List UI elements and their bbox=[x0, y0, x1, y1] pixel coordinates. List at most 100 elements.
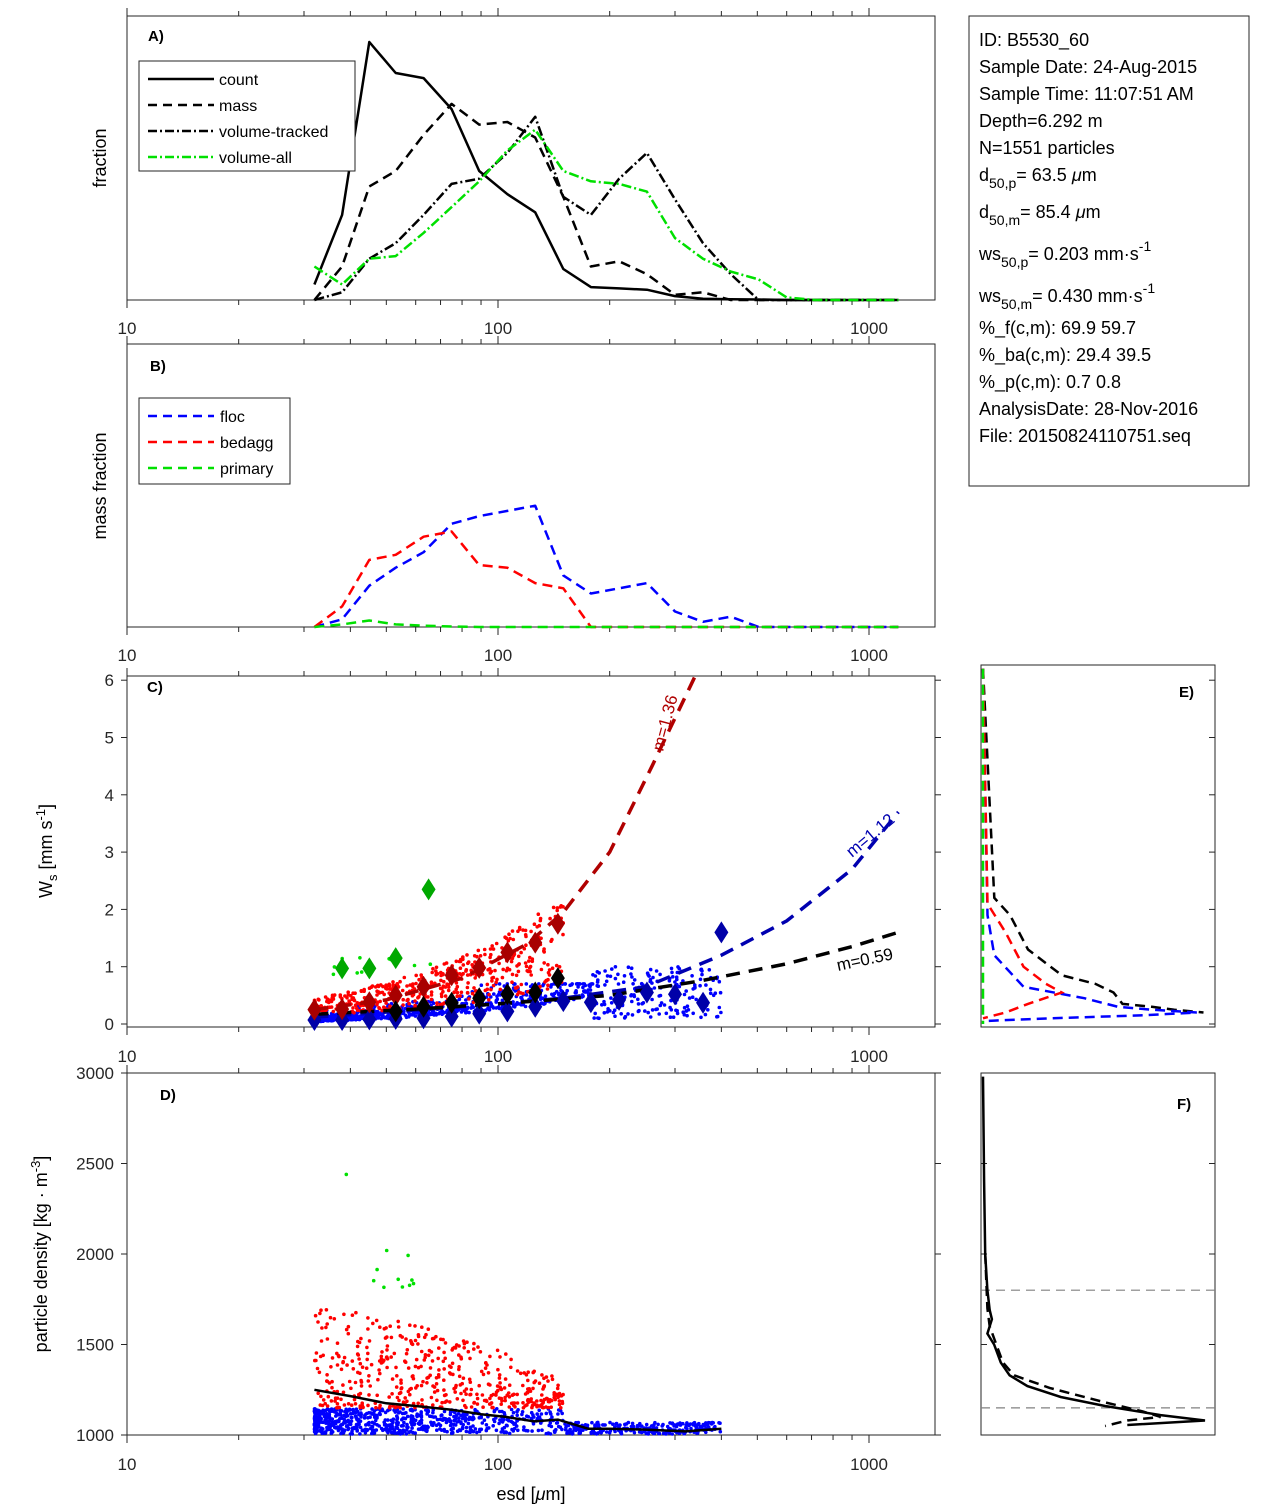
scatter-point-floc bbox=[370, 1431, 374, 1436]
x-tick-label: 10 bbox=[118, 1455, 137, 1474]
panel-c-ylabel: Ws [mm s-1] bbox=[33, 804, 60, 898]
scatter-point-floc bbox=[718, 1429, 723, 1434]
scatter-point-floc bbox=[413, 1431, 418, 1435]
scatter-point-bedagg bbox=[359, 989, 364, 993]
scatter-point-floc bbox=[364, 1423, 368, 1427]
scatter-point-bedagg bbox=[405, 998, 409, 1003]
scatter-point-floc bbox=[717, 979, 722, 984]
scatter-point-bedagg bbox=[319, 1339, 324, 1343]
scatter-point-floc bbox=[525, 1414, 529, 1418]
scatter-point-floc bbox=[405, 1422, 409, 1427]
scatter-point-bedagg bbox=[541, 1401, 545, 1405]
info-line: File: 20150824110751.seq bbox=[979, 426, 1191, 446]
scatter-point-bedagg bbox=[523, 933, 528, 937]
scatter-point-floc bbox=[431, 1010, 436, 1014]
scatter-point-bedagg bbox=[452, 1386, 456, 1391]
scatter-point-bedagg bbox=[377, 1006, 382, 1011]
scatter-point-bedagg bbox=[318, 1311, 322, 1316]
scatter-point-floc bbox=[350, 1426, 355, 1430]
scatter-point-floc bbox=[531, 1422, 536, 1426]
scatter-point-floc bbox=[416, 1427, 421, 1431]
scatter-point-floc bbox=[480, 1421, 485, 1425]
scatter-point-bedagg bbox=[399, 1381, 403, 1385]
panel-a-legend: count mass volume-tracked volume-all bbox=[138, 60, 356, 172]
legend-label-count: count bbox=[219, 72, 259, 89]
scatter-point-floc bbox=[611, 1010, 616, 1015]
scatter-point-floc bbox=[529, 1410, 534, 1415]
scatter-point-floc bbox=[348, 1412, 353, 1416]
scatter-point-floc bbox=[611, 1422, 615, 1426]
x-tick-label: 1000 bbox=[850, 646, 888, 665]
scatter-point-bedagg bbox=[434, 1382, 439, 1386]
scatter-point-bedagg bbox=[554, 963, 559, 968]
legend-label-bedagg: bedagg bbox=[220, 435, 273, 452]
scatter-point-floc bbox=[466, 1421, 471, 1426]
scatter-point-floc bbox=[357, 1016, 362, 1021]
scatter-point-bedagg bbox=[455, 994, 460, 998]
scatter-point-bedagg bbox=[533, 1402, 537, 1407]
scatter-point-floc bbox=[511, 1410, 516, 1415]
scatter-point-floc bbox=[539, 1412, 544, 1416]
scatter-point-bedagg bbox=[344, 1327, 349, 1332]
scatter-point-bedagg bbox=[524, 1373, 529, 1377]
scatter-point-floc bbox=[590, 1420, 594, 1425]
scatter-point-bedagg bbox=[355, 1008, 360, 1013]
scatter-point-bedagg bbox=[367, 1374, 371, 1378]
scatter-point-bedagg bbox=[388, 1004, 392, 1008]
scatter-point-floc bbox=[695, 1431, 700, 1435]
scatter-point-floc bbox=[445, 1429, 449, 1434]
scatter-point-bedagg bbox=[422, 1335, 427, 1340]
scatter-point-floc bbox=[630, 975, 634, 979]
scatter-point-bedagg bbox=[446, 988, 451, 993]
mean-marker-all bbox=[500, 983, 515, 1006]
scatter-point-floc bbox=[632, 994, 637, 999]
scatter-point-bedagg bbox=[411, 1374, 415, 1378]
scatter-point-bedagg bbox=[327, 1381, 332, 1385]
scatter-point-floc bbox=[553, 1429, 557, 1434]
scatter-point-bedagg bbox=[351, 991, 355, 995]
scatter-point-bedagg bbox=[557, 965, 562, 969]
scatter-point-floc bbox=[603, 983, 607, 987]
scatter-point-bedagg bbox=[537, 1381, 542, 1385]
scatter-point-bedagg bbox=[416, 1334, 421, 1339]
mean-marker-bedagg bbox=[500, 941, 515, 964]
scatter-point-floc bbox=[646, 1432, 650, 1436]
scatter-point-floc bbox=[330, 1420, 335, 1424]
scatter-point-bedagg bbox=[467, 1377, 472, 1382]
scatter-point-floc bbox=[409, 1414, 414, 1418]
scatter-point-bedagg bbox=[457, 1365, 461, 1369]
scatter-point-primary bbox=[406, 1253, 410, 1258]
scatter-point-bedagg bbox=[368, 1384, 373, 1388]
scatter-point-bedagg bbox=[364, 1366, 369, 1370]
scatter-point-floc bbox=[447, 1417, 452, 1421]
scatter-point-bedagg bbox=[403, 1359, 407, 1363]
scatter-point-bedagg bbox=[486, 1371, 491, 1375]
scatter-point-bedagg bbox=[556, 1383, 560, 1388]
scatter-point-bedagg bbox=[540, 1373, 544, 1377]
scatter-point-bedagg bbox=[510, 980, 514, 984]
scatter-point-bedagg bbox=[496, 1367, 500, 1372]
scatter-point-bedagg bbox=[385, 1348, 389, 1352]
scatter-point-floc bbox=[589, 1431, 594, 1436]
scatter-point-bedagg bbox=[431, 1403, 435, 1407]
ylabel-sup: -1 bbox=[33, 809, 48, 821]
scatter-point-floc bbox=[366, 1416, 370, 1420]
scatter-point-floc bbox=[684, 989, 688, 993]
scatter-point-bedagg bbox=[515, 1369, 520, 1373]
scatter-point-floc bbox=[343, 1421, 347, 1425]
scatter-point-floc bbox=[548, 1432, 553, 1436]
scatter-point-floc bbox=[708, 991, 713, 996]
scatter-point-bedagg bbox=[511, 1403, 516, 1408]
x-tick-label: 1000 bbox=[850, 1455, 888, 1474]
scatter-point-floc bbox=[691, 987, 695, 991]
scatter-point-floc bbox=[656, 1422, 660, 1427]
scatter-point-bedagg bbox=[341, 1383, 345, 1387]
scatter-point-bedagg bbox=[497, 1396, 502, 1400]
scatter-point-floc bbox=[575, 982, 580, 986]
scatter-point-primary bbox=[396, 1277, 401, 1282]
panel-e-ticks bbox=[1209, 679, 1215, 1025]
scatter-point-floc bbox=[711, 993, 716, 998]
scatter-point-bedagg bbox=[525, 1403, 529, 1407]
scatter-point-floc bbox=[554, 1421, 559, 1425]
mean-marker-bedagg bbox=[550, 912, 565, 935]
